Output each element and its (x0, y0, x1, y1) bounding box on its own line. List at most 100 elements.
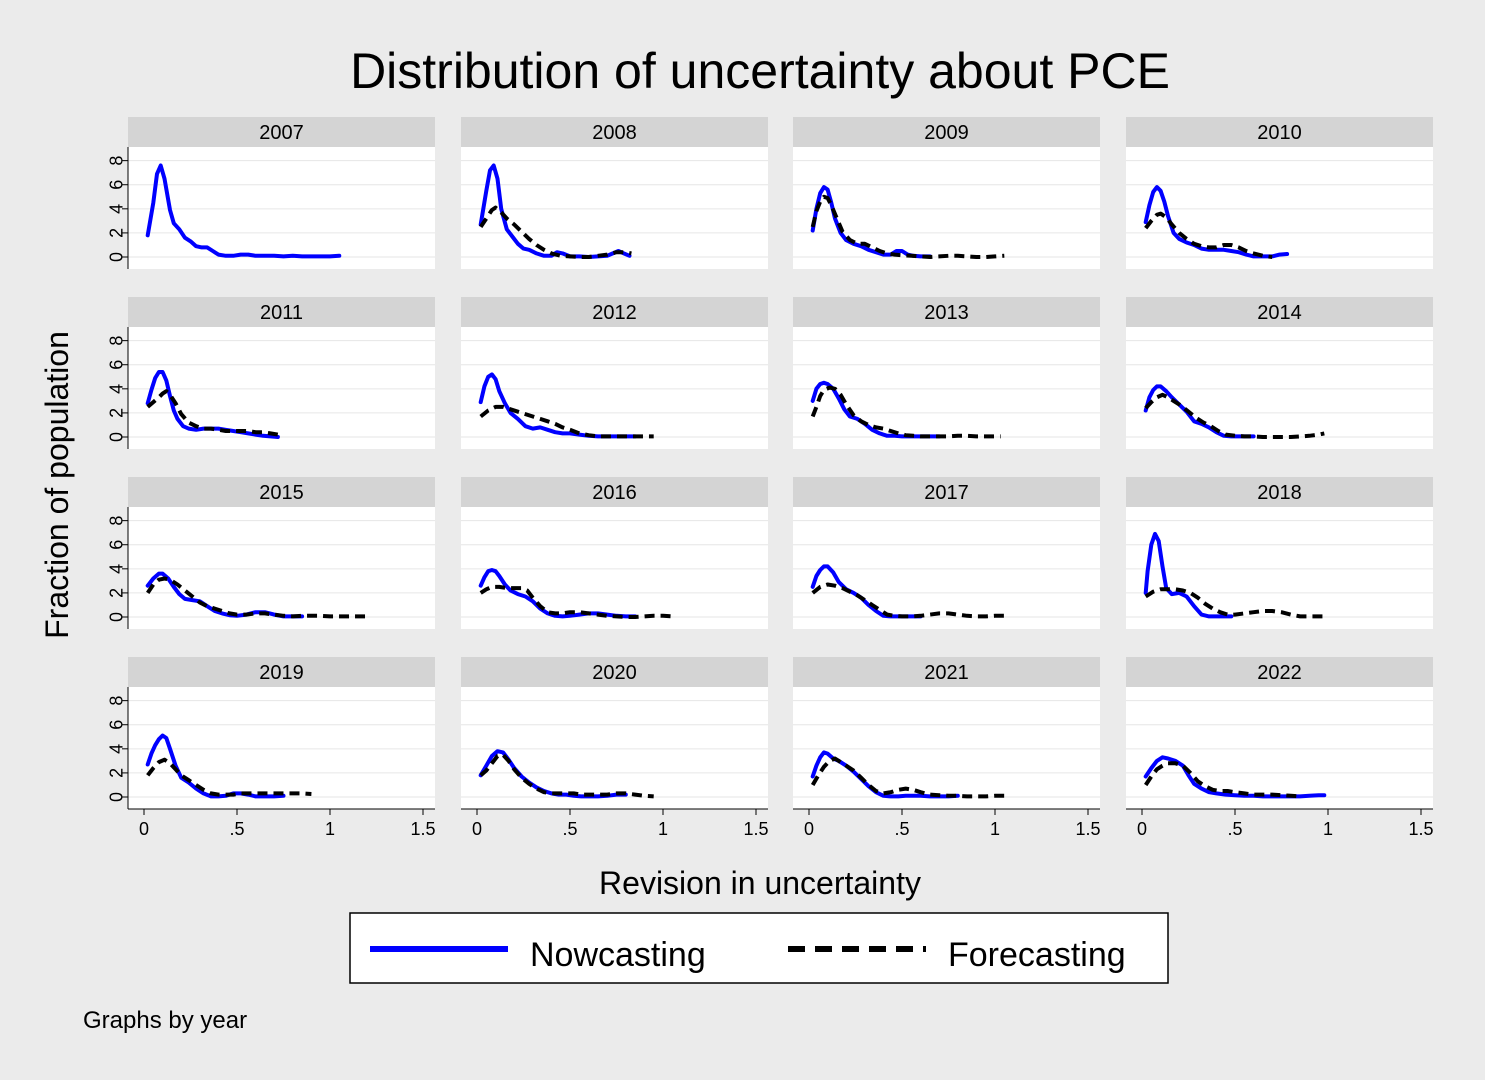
series-forecasting-line (479, 205, 632, 259)
x-tick-label: 1 (325, 819, 335, 839)
x-axis-title: Revision in uncertainty (599, 865, 921, 901)
x-tick-label: 1.5 (1408, 819, 1433, 839)
series-nowcasting-line (810, 185, 932, 259)
x-tick-label: .5 (562, 819, 577, 839)
panel-strip-label: 2022 (1257, 662, 1302, 684)
panel-2020: 2020 0 .5 1 1.5 (461, 657, 769, 839)
series-forecasting-line (1144, 392, 1325, 439)
series-forecasting-line (479, 404, 654, 439)
panel-strip (461, 657, 768, 687)
panel-plot-area (1126, 327, 1433, 449)
series-nowcasting-line (145, 733, 286, 799)
panel-plot-area (461, 507, 768, 629)
panel-strip-label: 2019 (259, 662, 304, 684)
x-tick-label: .5 (894, 819, 909, 839)
panel-plot-area (1126, 687, 1433, 809)
y-tick-label: 8 (106, 156, 126, 166)
legend-label-forecasting: Forecasting (948, 936, 1126, 974)
panel-strip-label: 2010 (1257, 122, 1302, 144)
series-forecasting-line (811, 582, 1005, 619)
y-tick-label: 8 (106, 516, 126, 526)
panel-2010: 2010 (1126, 117, 1433, 269)
series-nowcasting-line (145, 571, 305, 619)
panel-plot-area (1126, 507, 1433, 629)
panel-strip (1126, 297, 1433, 327)
panel-2014: 2014 (1126, 297, 1433, 449)
legend-label-nowcasting: Nowcasting (530, 936, 706, 974)
series-nowcasting-line (1143, 531, 1234, 619)
panel-plot-area (793, 507, 1100, 629)
panel-2018: 2018 (1126, 477, 1433, 629)
y-tick-label: 0 (106, 252, 126, 262)
panel-2021: 2021 0 .5 1 1.5 (793, 657, 1101, 839)
panel-2008: 2008 (461, 117, 768, 269)
series-forecasting-line (1144, 761, 1301, 799)
panel-strip (461, 297, 768, 327)
panel-2013: 2013 (793, 297, 1100, 449)
panel-plot-area (461, 687, 768, 809)
y-tick-label: 8 (106, 696, 126, 706)
series-forecasting-line (810, 194, 1005, 259)
y-tick-label: 0 (106, 792, 126, 802)
panel-plot-area (461, 327, 768, 449)
panel-plot-area (793, 327, 1100, 449)
series-nowcasting-line (145, 370, 280, 439)
series-nowcasting-line (1143, 185, 1290, 259)
y-tick-label: 0 (106, 432, 126, 442)
panel-strip (461, 117, 768, 147)
panel-strip-label: 2018 (1257, 482, 1302, 504)
x-tick-label: .5 (1227, 819, 1242, 839)
panel-plot-area (128, 327, 435, 449)
legend: Nowcasting Forecasting (349, 912, 1169, 984)
panel-strip (793, 117, 1100, 147)
panel-plot-area (793, 147, 1100, 269)
x-tick-label: 1.5 (1075, 819, 1100, 839)
y-tick-label: 2 (106, 588, 126, 598)
panel-strip (793, 657, 1100, 687)
panel-strip-label: 2013 (924, 302, 969, 324)
panel-strip-label: 2021 (924, 662, 969, 684)
y-tick-label: 8 (106, 336, 126, 346)
series-forecasting-line (1144, 211, 1273, 259)
panel-strip-label: 2020 (592, 662, 637, 684)
y-tick-label: 4 (106, 564, 126, 574)
panel-strip-label: 2008 (592, 122, 637, 144)
chart-note: Graphs by year (83, 1007, 247, 1034)
panel-2011: 2011 0 2 4 6 8 (106, 297, 435, 449)
panel-strip-label: 2016 (592, 482, 637, 504)
panel-plot-area (128, 687, 435, 809)
panel-2022: 2022 0 .5 1 1.5 (1126, 657, 1434, 839)
x-tick-label: 1 (658, 819, 668, 839)
panel-strip-label: 2012 (592, 302, 637, 324)
x-tick-label: 1 (990, 819, 1000, 839)
panel-plot-area (128, 507, 435, 629)
panel-plot-area (1126, 147, 1433, 269)
panel-strip (1126, 477, 1433, 507)
x-tick-label: 0 (804, 819, 814, 839)
panel-strip-label: 2014 (1257, 302, 1302, 324)
series-forecasting-line (146, 389, 284, 437)
panel-strip (128, 657, 435, 687)
y-tick-label: 2 (106, 768, 126, 778)
panel-strip-label: 2015 (259, 482, 304, 504)
x-tick-label: 0 (1137, 819, 1147, 839)
series-nowcasting-line (145, 163, 342, 259)
y-tick-label: 2 (106, 408, 126, 418)
chart-title: Distribution of uncertainty about PCE (350, 43, 1170, 99)
panel-strip-label: 2017 (924, 482, 969, 504)
series-forecasting-line (479, 752, 654, 799)
panel-strip-label: 2011 (260, 302, 303, 324)
series-forecasting-line (479, 584, 673, 619)
x-tick-label: 1.5 (743, 819, 768, 839)
panel-plot-area (128, 147, 435, 269)
panel-plot-area (793, 687, 1100, 809)
y-tick-label: 4 (106, 204, 126, 214)
series-forecasting-line (146, 576, 368, 619)
x-tick-label: 1 (1323, 819, 1333, 839)
x-tick-label: 0 (139, 819, 149, 839)
panel-2017: 2017 (793, 477, 1100, 629)
x-tick-label: 0 (472, 819, 482, 839)
y-tick-label: 0 (106, 612, 126, 622)
y-axis-title: Fraction of population (39, 331, 75, 639)
